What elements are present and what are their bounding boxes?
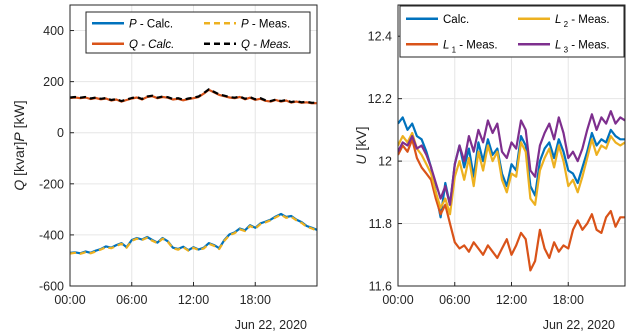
x-tick-label: 06:00: [439, 293, 470, 307]
y-tick-label: 0: [57, 126, 64, 140]
legend-label-2: Q - Calc.: [129, 39, 174, 51]
legend-subscript: 2: [561, 20, 568, 29]
series-line-3: [398, 110, 625, 206]
ylabel-q-unit: [kvar]: [11, 142, 27, 180]
x-tick-label: 18:00: [553, 293, 584, 307]
series-line-1: [398, 138, 625, 272]
legend-label-0: Calc.: [443, 14, 469, 26]
legend: P - Calc. P - Meas.Q - Calc. Q - Meas.: [85, 11, 311, 54]
x-tick-label: 12:00: [496, 293, 527, 307]
y-tick-label: 200: [43, 75, 64, 89]
y-tick-label: 12: [378, 155, 392, 169]
legend-text: - Calc.: [138, 39, 174, 51]
legend-label-1: L 2 - Meas.: [555, 14, 610, 29]
legend-text: - Meas.: [250, 39, 292, 51]
series-line-1: [70, 213, 317, 255]
legend-label-2: L 1 - Meas.: [443, 39, 498, 54]
legend-symbol: P: [129, 18, 137, 30]
legend-subscript: 3: [561, 45, 568, 54]
legend-label-0: P - Calc.: [129, 18, 173, 30]
x-tick-label: 18:00: [240, 293, 271, 307]
legend-text: - Calc.: [137, 18, 173, 30]
legend-text: - Meas.: [249, 18, 291, 30]
x-tick-label: 06:00: [116, 293, 147, 307]
x-tick-label: 00:00: [382, 293, 413, 307]
series-line-2: [398, 131, 625, 216]
y-tick-label: -600: [39, 280, 64, 294]
ylabel-q: Q: [11, 180, 27, 191]
legend-symbol: Q: [129, 39, 138, 51]
legend-symbol: L: [555, 14, 561, 26]
series-group: [398, 110, 625, 272]
legend-symbol: L: [443, 39, 449, 51]
legend-symbol: Q: [241, 39, 250, 51]
ylabel-p: P: [11, 132, 27, 142]
legend-box: [85, 11, 311, 54]
legend-text: - Meas.: [456, 39, 498, 51]
legend-subscript: 1: [449, 45, 456, 54]
legend-box: [399, 5, 625, 58]
ylabel-u-unit: [kV]: [353, 126, 369, 154]
date-label: Jun 22, 2020: [543, 318, 615, 332]
legend-label-3: Q - Meas.: [241, 39, 292, 51]
y-tick-label: -200: [39, 177, 64, 191]
y-tick-label: 12.2: [368, 92, 392, 106]
legend-symbol: P: [241, 18, 249, 30]
x-tick-label: 12:00: [178, 293, 209, 307]
legend-label-3: L 3 - Meas.: [555, 39, 610, 54]
y-axis-label: Q [kvar]P [kW]: [11, 100, 27, 190]
series-line-3: [70, 88, 317, 104]
x-tick-label: 00:00: [54, 293, 85, 307]
legend-text: - Meas.: [568, 39, 610, 51]
legend-text: Calc.: [443, 14, 469, 26]
date-label: Jun 22, 2020: [235, 318, 307, 332]
series-group: [70, 88, 317, 255]
y-tick-label: -400: [39, 228, 64, 242]
ylabel-p-unit: [kW]: [11, 100, 27, 132]
y-tick-label: 11.6: [369, 280, 392, 294]
legend-symbol: L: [555, 39, 561, 51]
legend: Calc. L 2 - Meas.L 1 - Meas. L 3 - Meas.: [399, 5, 625, 58]
ylabel-u: U: [353, 154, 369, 165]
y-tick-label: 11.8: [369, 217, 392, 231]
y-tick-label: 400: [43, 24, 64, 38]
legend-text: - Meas.: [568, 14, 610, 26]
legend-label-1: P - Meas.: [241, 18, 290, 30]
y-axis-label: U [kV]: [353, 126, 369, 164]
y-tick-label: 12.4: [368, 30, 392, 44]
